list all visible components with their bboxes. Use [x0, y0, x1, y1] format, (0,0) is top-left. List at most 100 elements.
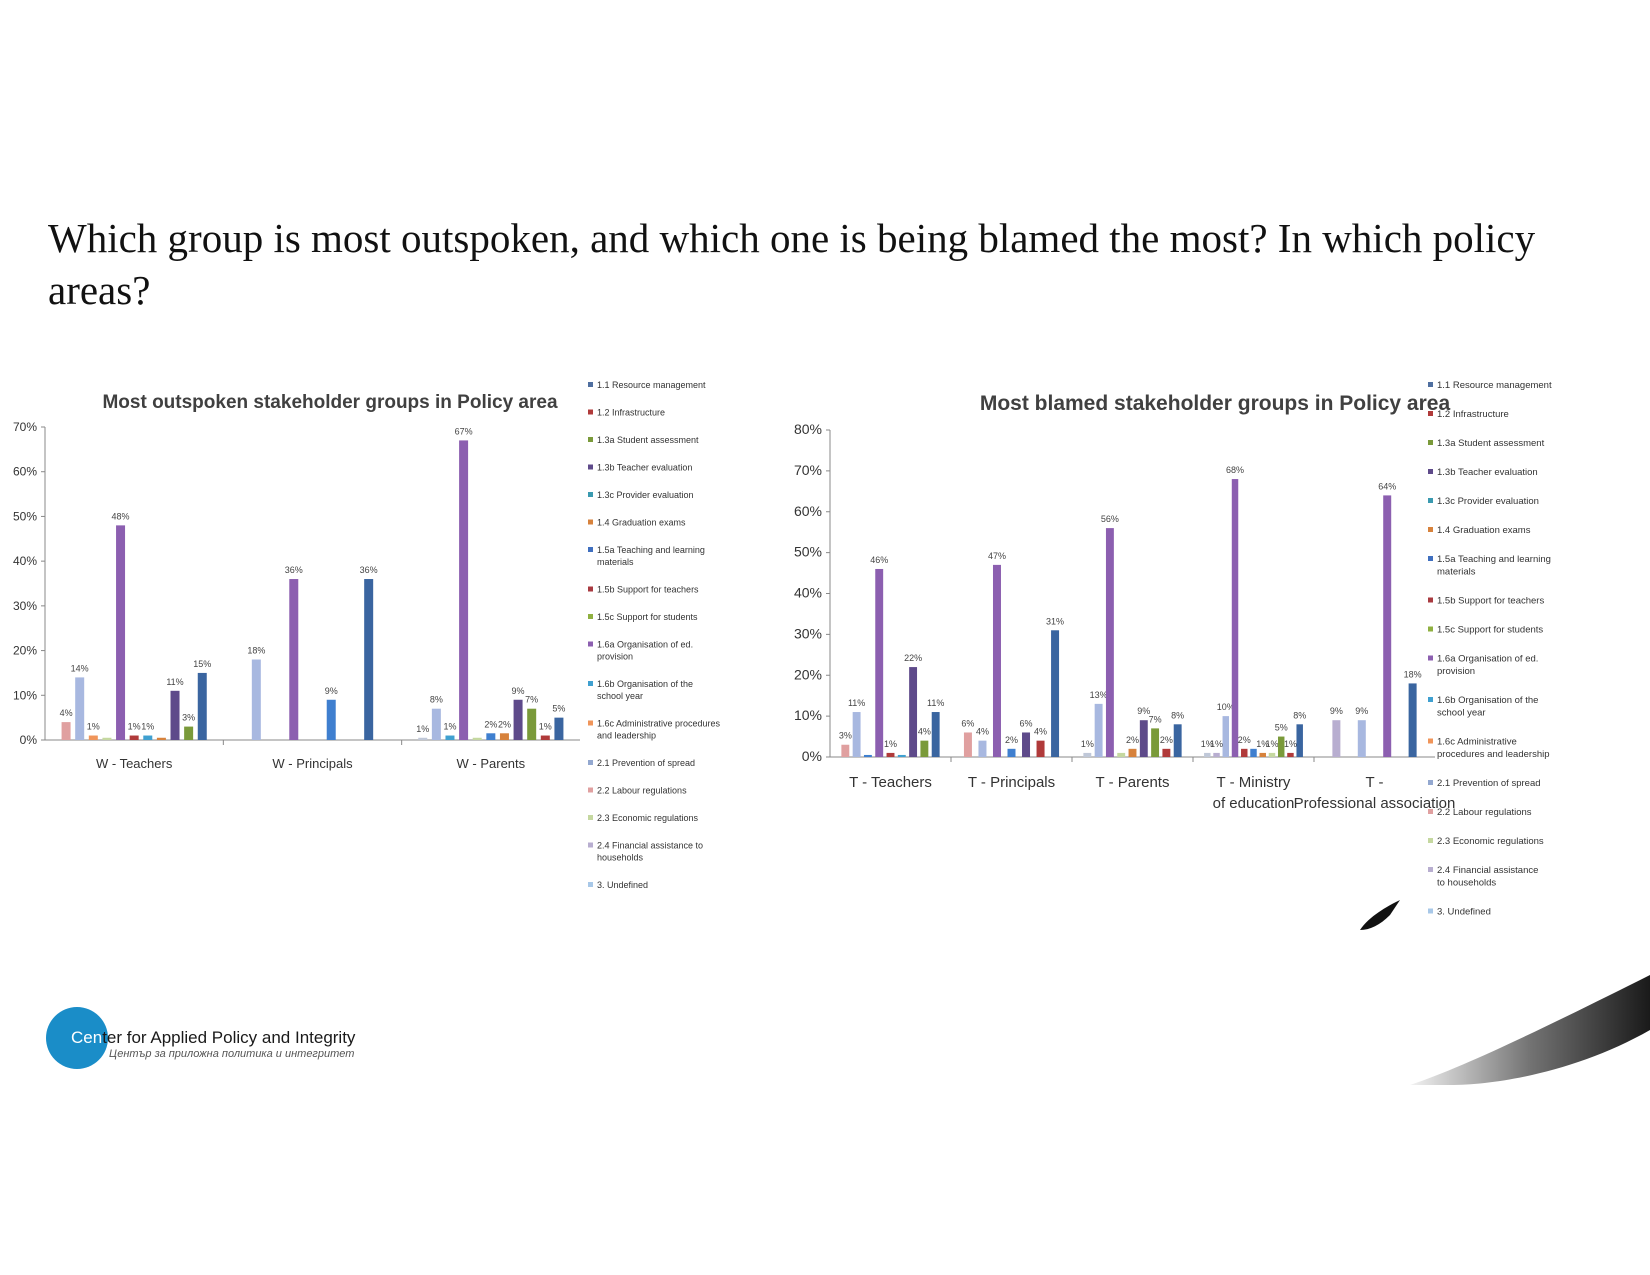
- chart-bar: [102, 737, 112, 740]
- y-tick-label: 50%: [794, 544, 822, 560]
- data-label: 1%: [884, 739, 897, 749]
- data-label: 47%: [988, 551, 1006, 561]
- y-tick-label: 10%: [13, 688, 37, 702]
- y-tick-label: 70%: [13, 420, 37, 434]
- chart-bar: [1151, 728, 1160, 757]
- legend-label: 2.3 Economic regulations: [597, 813, 699, 823]
- legend-swatch: [588, 464, 593, 470]
- chart-title: Most outspoken stakeholder groups in Pol…: [102, 392, 557, 413]
- chart-bar: [197, 672, 207, 740]
- chart-bar: [1173, 724, 1182, 757]
- legend-swatch: [1428, 411, 1433, 416]
- data-label: 11%: [927, 698, 944, 708]
- chart-bar: [1259, 752, 1266, 757]
- chart-bar: [1231, 479, 1239, 757]
- chart-title: Most blamed stakeholder groups in Policy…: [980, 392, 1451, 415]
- chart-bar: [527, 708, 537, 740]
- data-label: 1%: [1265, 739, 1278, 749]
- y-tick-label: 50%: [13, 509, 37, 523]
- data-label: 18%: [1404, 669, 1422, 679]
- data-label: 7%: [525, 695, 538, 705]
- legend-swatch: [1428, 908, 1433, 914]
- chart-bar: [920, 740, 929, 757]
- data-label: 1%: [443, 722, 456, 732]
- data-label: 7%: [1149, 714, 1162, 724]
- x-category-label: T - Parents: [1096, 774, 1170, 791]
- chart-bar: [931, 712, 940, 757]
- legend-swatch: [1428, 809, 1433, 814]
- legend-swatch: [588, 681, 593, 686]
- chart-bar: [852, 712, 861, 757]
- chart-bar: [459, 440, 469, 740]
- data-label: 13%: [1090, 690, 1108, 700]
- data-label: 48%: [112, 511, 130, 521]
- data-label: 11%: [166, 677, 183, 687]
- x-category-label: T - Principals: [968, 774, 1055, 791]
- y-tick-label: 20%: [13, 644, 37, 658]
- legend-swatch: [1428, 697, 1433, 702]
- data-label: 14%: [71, 663, 89, 673]
- chart-bar: [1383, 495, 1392, 757]
- y-tick-label: 0%: [20, 733, 38, 747]
- data-label: 8%: [1171, 710, 1184, 720]
- x-category-label: T - Ministry of education: [1213, 774, 1295, 812]
- data-label: 2%: [484, 719, 497, 729]
- data-label: 8%: [430, 695, 443, 705]
- data-label: 4%: [976, 727, 989, 737]
- chart-bar: [1213, 752, 1220, 757]
- chart-bar: [1139, 720, 1148, 757]
- data-label: 22%: [904, 653, 922, 663]
- x-category-label: T -Professional association: [1294, 774, 1456, 812]
- data-label: 9%: [1137, 706, 1150, 716]
- data-label: 1%: [1081, 739, 1094, 749]
- data-label: 8%: [1293, 710, 1306, 720]
- chart-bar: [963, 732, 972, 757]
- legend-swatch: [1428, 655, 1433, 661]
- legend-label: 1.6a Organisation of ed. provision: [597, 640, 693, 662]
- data-label: 9%: [325, 686, 338, 696]
- legend-swatch: [1428, 867, 1433, 872]
- chart-bar: [1277, 736, 1285, 757]
- data-label: 1%: [141, 722, 154, 732]
- legend-swatch: [588, 882, 593, 887]
- data-label: 1%: [1201, 739, 1214, 749]
- logo-subtitle: Център за приложна политика и интегритет: [109, 1048, 355, 1060]
- slide-title: Which group is most outspoken, and which…: [48, 215, 1536, 313]
- data-label: 2%: [1160, 735, 1173, 745]
- y-tick-label: 20%: [794, 666, 822, 682]
- y-tick-label: 30%: [794, 625, 822, 641]
- data-label: 2%: [498, 719, 511, 729]
- data-label: 3%: [182, 713, 195, 723]
- chart-bar: [513, 699, 523, 740]
- data-label: 9%: [1355, 706, 1368, 716]
- legend-swatch: [1428, 626, 1433, 632]
- y-tick-label: 80%: [794, 421, 822, 437]
- legend-label: 1.3c Provider evaluation: [1437, 496, 1539, 507]
- chart-bar: [1241, 748, 1248, 757]
- data-label: 36%: [285, 565, 303, 575]
- data-label: 2%: [1005, 735, 1018, 745]
- chart-bar: [418, 737, 428, 740]
- data-label: 1%: [128, 722, 141, 732]
- y-tick-label: 30%: [13, 599, 37, 613]
- chart-bar: [1117, 752, 1126, 757]
- data-label: 46%: [870, 555, 888, 565]
- legend-label: 1.1 Resource management: [597, 380, 706, 390]
- legend-label: 1.3a Student assessment: [597, 435, 699, 445]
- x-category-label: W - Parents: [457, 756, 526, 771]
- legend-label: 1.3b Teacher evaluation: [597, 463, 692, 473]
- legend-swatch: [588, 641, 593, 647]
- chart-bar: [992, 564, 1001, 757]
- legend-swatch: [588, 760, 593, 765]
- chart-bar: [978, 740, 987, 757]
- legend-label: 1.6a Organisation of ed. provision: [1437, 654, 1538, 678]
- legend-label: 2.1 Prevention of spread: [597, 758, 695, 768]
- data-label: 1%: [416, 724, 429, 734]
- chart-bar: [156, 737, 166, 740]
- legend-label: 1.5c Support for students: [1437, 625, 1543, 636]
- data-label: 10%: [1217, 702, 1235, 712]
- legend-swatch: [1428, 498, 1433, 503]
- legend-label: 1.5b Support for teachers: [597, 585, 699, 595]
- chart-bar: [1128, 748, 1137, 757]
- logo-name-lead: Cen: [71, 1028, 103, 1047]
